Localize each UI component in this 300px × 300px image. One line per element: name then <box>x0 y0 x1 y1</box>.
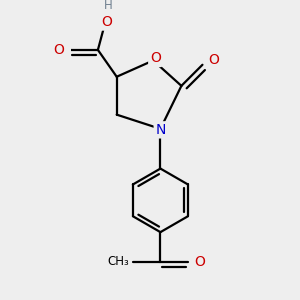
Text: CH₃: CH₃ <box>108 255 130 268</box>
Text: O: O <box>150 52 161 65</box>
Text: N: N <box>155 123 166 137</box>
Text: O: O <box>102 15 112 29</box>
Text: H: H <box>104 0 112 12</box>
Text: O: O <box>208 53 219 67</box>
Text: O: O <box>195 255 206 269</box>
Text: O: O <box>54 43 64 57</box>
